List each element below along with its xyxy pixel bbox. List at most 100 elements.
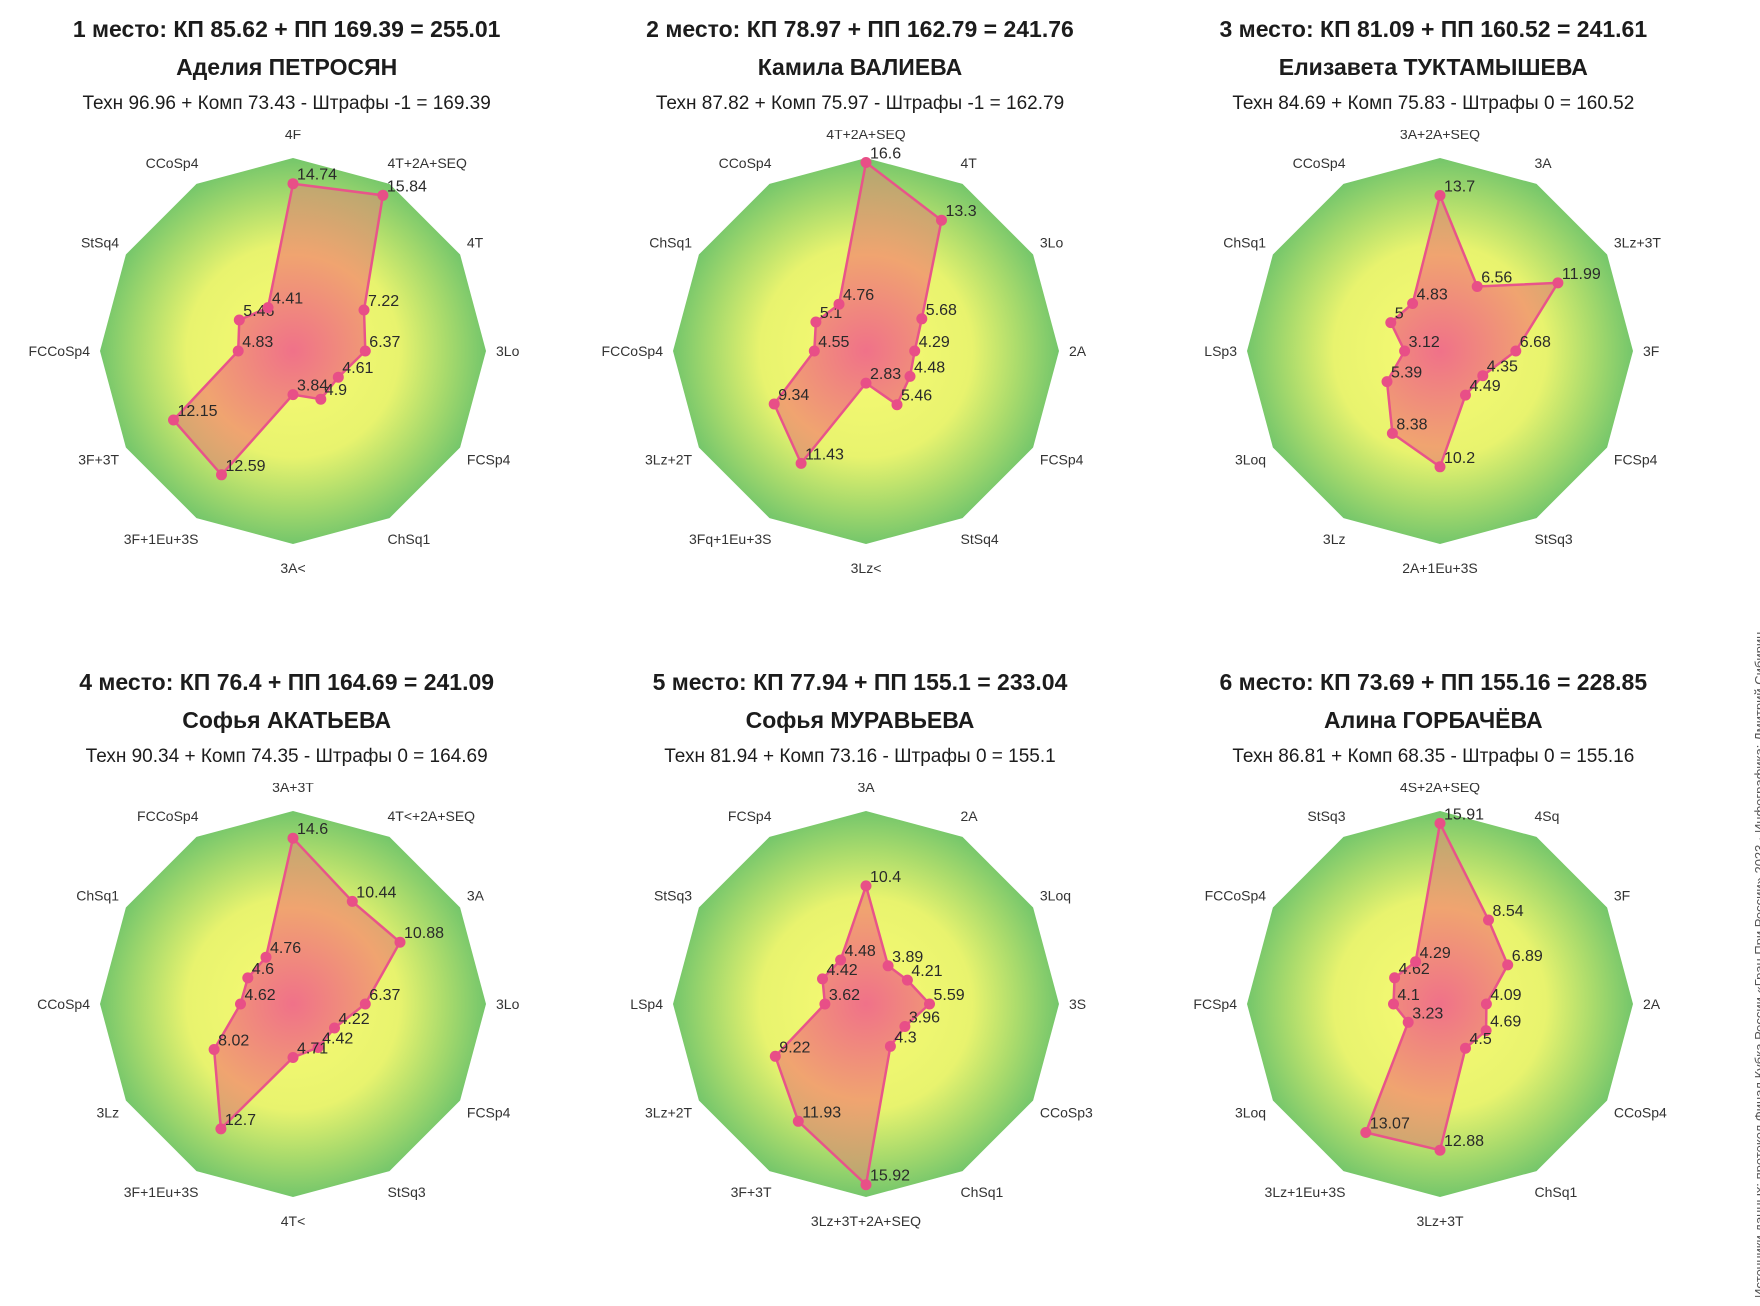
category-label: 3F+3T [78, 452, 119, 468]
data-label: 4.3 [895, 1029, 917, 1046]
data-point [860, 157, 872, 168]
data-point [810, 316, 822, 328]
category-label: 3Lz+2T [645, 1105, 693, 1121]
category-label: 3A [1534, 155, 1552, 171]
data-point [909, 345, 921, 357]
chart-title: 1 место: КП 85.62 + ПП 169.39 = 255.01 [72, 16, 501, 42]
category-label: FCSp4 [1193, 996, 1237, 1012]
data-label: 15.92 [870, 1168, 910, 1185]
data-point [315, 393, 327, 405]
data-label: 6.37 [369, 334, 400, 351]
data-point [860, 377, 872, 389]
data-label: 4.83 [1416, 287, 1447, 304]
data-point [312, 1042, 324, 1053]
data-label: 12.88 [1444, 1133, 1484, 1150]
category-label: FCSp4 [1040, 452, 1084, 468]
data-point [1482, 914, 1494, 926]
data-point [346, 895, 358, 907]
data-label: 4.42 [827, 962, 858, 979]
data-label: 15.84 [387, 178, 427, 195]
data-label: 4.35 [1486, 359, 1517, 376]
data-point [1476, 370, 1488, 382]
chart-panel-3: 3 место: КП 81.09 + ПП 160.52 = 241.61 Е… [1147, 0, 1720, 653]
data-label: 4.09 [1490, 987, 1521, 1004]
data-point [394, 936, 406, 948]
category-label: 4T<+2A+SEQ [388, 808, 476, 824]
score-formula: Техн 90.34 + Комп 74.35 - Штрафы 0 = 164… [85, 746, 488, 767]
category-label: 3A+3T [272, 783, 314, 795]
skater-name: Елизавета ТУКТАМЫШЕВА [1278, 54, 1588, 80]
data-label: 4.29 [1419, 945, 1450, 962]
data-label: 13.7 [1444, 179, 1475, 196]
data-point [904, 370, 916, 382]
data-point [899, 1021, 911, 1032]
data-point [1480, 1025, 1492, 1037]
data-point [1381, 376, 1393, 388]
data-label: 10.44 [356, 884, 396, 901]
category-label: 4T+2A+SEQ [827, 130, 906, 142]
data-point [359, 998, 371, 1010]
category-label: 3Lo [496, 996, 520, 1012]
data-point [1406, 298, 1418, 309]
category-label: ChSq1 [1223, 235, 1266, 251]
data-point [287, 178, 299, 190]
data-point [835, 954, 847, 966]
data-label: 4.5 [1469, 1031, 1491, 1048]
data-label: 4.48 [914, 359, 945, 376]
data-point [795, 457, 807, 469]
data-point [1434, 461, 1446, 473]
category-label: 4T [961, 155, 978, 171]
credit-note: Источники данных: протокол Финал Кубка Р… [1732, 538, 1760, 1298]
category-label: 3Lo [496, 343, 520, 359]
category-label: FCCoSp4 [137, 808, 199, 824]
charts-grid: 1 место: КП 85.62 + ПП 169.39 = 255.01 А… [29, 0, 1720, 1306]
data-point [287, 1052, 299, 1063]
data-label: 10.4 [870, 869, 901, 886]
category-label: StSq3 [1534, 531, 1572, 547]
data-point [1398, 345, 1410, 357]
chart-panel-5: 5 место: КП 77.94 + ПП 155.1 = 233.04 Со… [573, 653, 1146, 1306]
data-point [1434, 190, 1446, 201]
data-point [1384, 317, 1396, 329]
category-label: CCoSp4 [146, 155, 199, 171]
data-label: 8.38 [1396, 416, 1427, 433]
data-label: 9.34 [779, 387, 810, 404]
data-point [860, 1179, 872, 1191]
data-point [359, 345, 371, 357]
category-label: 3F+1Eu+3S [124, 1184, 199, 1200]
data-label: 9.22 [780, 1039, 811, 1056]
data-point [208, 1044, 220, 1055]
chart-panel-6: 6 место: КП 73.69 + ПП 155.16 = 228.85 А… [1147, 653, 1720, 1306]
data-point [769, 398, 781, 410]
data-point [332, 371, 344, 383]
data-label: 4.69 [1490, 1014, 1521, 1031]
data-point [936, 214, 948, 226]
data-point [809, 345, 821, 357]
category-label: CCoSp4 [1292, 155, 1345, 171]
data-point [287, 389, 299, 401]
credit-text: Источники данных: протокол Финал Кубка Р… [1752, 631, 1760, 1298]
data-point [260, 951, 272, 963]
category-label: 4Sq [1534, 808, 1559, 824]
category-label: 3A [858, 783, 876, 795]
data-label: 4.42 [322, 1031, 353, 1048]
category-label: FCSp4 [467, 1105, 511, 1121]
skater-name: Софья АКАТЬЕВА [182, 707, 392, 733]
data-label: 12.59 [226, 458, 266, 475]
data-point [358, 304, 370, 316]
category-label: 3Lz+3T [1416, 1213, 1464, 1229]
data-label: 4.62 [1398, 961, 1429, 978]
category-label: 4S+2A+SEQ [1400, 783, 1480, 795]
data-point [329, 1022, 340, 1034]
data-label: 4.9 [325, 382, 347, 399]
category-label: 3Lz [97, 1105, 120, 1121]
radar-chart: 16.6 13.3 5.68 4.29 4.48 5.462.83 11.43 9.34 4.5… [602, 130, 1087, 576]
category-label: 3F+1Eu+3S [124, 531, 199, 547]
data-point [1386, 427, 1398, 439]
data-label: 4.61 [342, 360, 373, 377]
data-label: 11.43 [805, 446, 844, 463]
skater-name: Софья МУРАВЬЕВА [745, 707, 975, 733]
data-label: 3.84 [297, 378, 328, 395]
category-label: 3Lz+3T+2A+SEQ [811, 1213, 921, 1229]
score-formula: Техн 86.81 + Комп 68.35 - Штрафы 0 = 155… [1232, 746, 1635, 767]
